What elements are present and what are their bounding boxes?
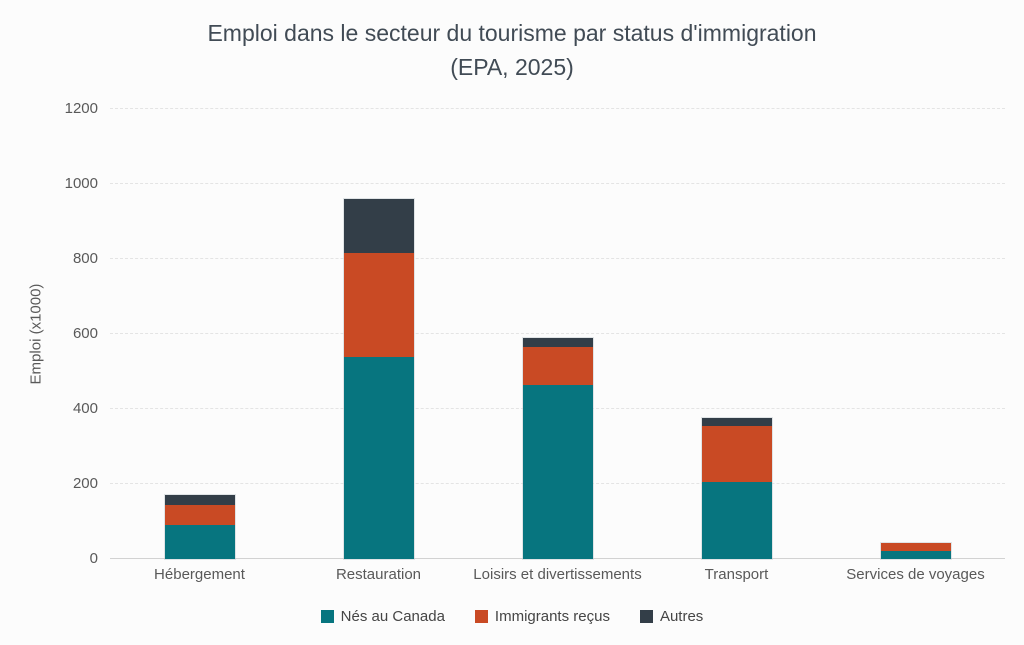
legend-item-immigrants-recus: Immigrants reçus <box>474 608 610 625</box>
legend-label-nes-au-canada: Nés au Canada <box>340 608 445 625</box>
x-tick-label-hebergement: Hébergement <box>154 566 245 583</box>
y-tick-label-600: 600 <box>72 325 98 342</box>
gridline-y-800 <box>110 258 1005 259</box>
bar-segment-transport-nes-au-canada <box>701 482 772 559</box>
legend-label-immigrants-recus: Immigrants reçus <box>494 608 610 625</box>
legend-item-autres: Autres <box>639 608 704 625</box>
bar-segment-restauration-nes-au-canada <box>343 356 414 559</box>
bar-segment-hebergement-immigrants-recus <box>164 504 235 526</box>
bar-stack-restauration <box>343 199 414 559</box>
bar-segment-transport-autres <box>701 418 772 426</box>
x-tick-label-loisirs-et-divertissements: Loisirs et divertissements <box>473 566 642 583</box>
chart-title-line2: (EPA, 2025) <box>450 54 574 80</box>
legend-item-nes-au-canada: Nés au Canada <box>320 608 445 625</box>
bar-segment-loisirs-et-divertissements-immigrants-recus <box>522 347 593 385</box>
legend-swatch-autres <box>639 610 653 623</box>
legend-swatch-immigrants-recus <box>474 610 488 623</box>
y-tick-label-0: 0 <box>89 550 98 567</box>
bar-segment-services-de-voyages-immigrants-recus <box>880 543 951 551</box>
gridline-y-1200 <box>110 108 1005 109</box>
chart-legend: Nés au Canada Immigrants reçus Autres <box>0 608 1024 625</box>
chart-title: Emploi dans le secteur du tourisme par s… <box>0 16 1024 84</box>
chart-title-line1: Emploi dans le secteur du tourisme par s… <box>207 20 817 46</box>
bar-stack-hebergement <box>164 495 235 559</box>
bar-segment-transport-immigrants-recus <box>701 425 772 483</box>
y-tick-label-1200: 1200 <box>64 100 98 117</box>
bar-segment-hebergement-autres <box>164 495 235 505</box>
bar-segment-restauration-autres <box>343 199 414 254</box>
bar-segment-services-de-voyages-nes-au-canada <box>880 550 951 559</box>
bar-stack-services-de-voyages <box>880 542 951 559</box>
bar-segment-hebergement-nes-au-canada <box>164 525 235 559</box>
bar-segment-loisirs-et-divertissements-nes-au-canada <box>522 384 593 559</box>
bar-segment-loisirs-et-divertissements-autres <box>522 337 593 348</box>
y-tick-label-200: 200 <box>72 475 98 492</box>
x-tick-label-transport: Transport <box>704 566 769 583</box>
y-tick-label-400: 400 <box>72 400 98 417</box>
stacked-bar-chart-plot-area <box>110 108 1005 559</box>
bar-segment-restauration-immigrants-recus <box>343 253 414 357</box>
bar-stack-transport <box>701 418 772 559</box>
y-tick-label-1000: 1000 <box>64 175 98 192</box>
x-tick-label-services-de-voyages: Services de voyages <box>846 566 985 583</box>
legend-label-autres: Autres <box>659 608 704 625</box>
gridline-y-600 <box>110 333 1005 334</box>
x-tick-label-restauration: Restauration <box>335 566 422 583</box>
bar-segment-services-de-voyages-autres <box>880 542 951 544</box>
bar-stack-loisirs-et-divertissements <box>522 337 593 559</box>
legend-swatch-nes-au-canada <box>320 610 334 623</box>
gridline-y-1000 <box>110 183 1005 184</box>
y-tick-label-800: 800 <box>72 250 98 267</box>
